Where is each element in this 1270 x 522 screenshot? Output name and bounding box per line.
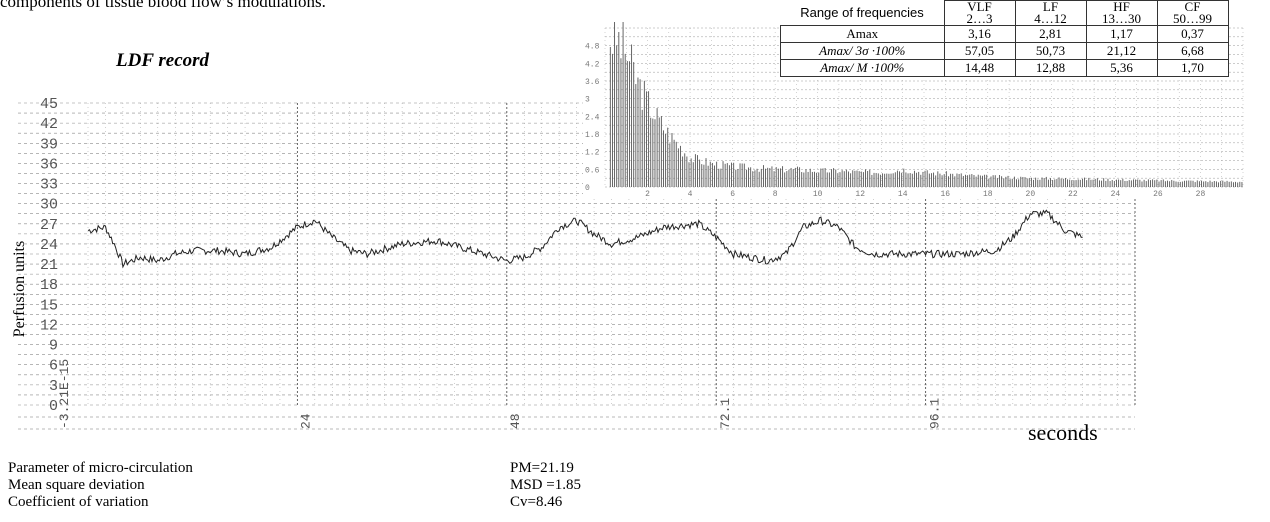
table-col-header: CF 50…99 xyxy=(1156,0,1229,26)
table-cell: 50,73 xyxy=(1014,42,1087,60)
spectrum-x-tick-label: 10 xyxy=(813,190,823,198)
spectrum-y-tick-label: 4.2 xyxy=(585,60,600,69)
ldf-x-tick-label: 72.1 xyxy=(718,398,733,429)
spectrum-x-tick-label: 24 xyxy=(1111,190,1121,198)
x-axis-unit: seconds xyxy=(1028,420,1098,445)
spectrum-grid xyxy=(604,27,1244,188)
spectrum-x-tick-label: 14 xyxy=(898,190,908,198)
stat-label-msd: Mean square deviation xyxy=(8,477,145,493)
table-cell: 57,05 xyxy=(943,42,1016,60)
intro-text: components of tissue blood flow’s modula… xyxy=(0,0,326,11)
spectrum-x-tick-label: 6 xyxy=(730,190,735,198)
ldf-y-tick-label: 12 xyxy=(40,317,58,334)
col-name: VLF xyxy=(967,0,992,14)
ldf-y-tick-label: 6 xyxy=(49,358,58,375)
col-range: 4…12 xyxy=(1034,11,1067,26)
spectrum-y-tick-label: 1.8 xyxy=(585,131,600,140)
table-header-label: Range of frequencies xyxy=(780,0,945,26)
ldf-y-tick-label: 30 xyxy=(40,197,58,214)
table-cell: 2,81 xyxy=(1014,25,1087,43)
table-row: Amax/ M ·100% 14,48 12,88 5,36 1,70 xyxy=(780,59,1229,77)
spectrum-bars xyxy=(609,22,1243,187)
table-cell: 5,36 xyxy=(1085,59,1158,77)
spectrum-x-tick-label: 4 xyxy=(688,190,693,198)
table-col-header: VLF 2…3 xyxy=(943,0,1016,26)
row-label: Amax xyxy=(780,25,945,43)
table-row: Amax 3,16 2,81 1,17 0,37 xyxy=(780,25,1229,43)
ldf-y-tick-label: 3 xyxy=(49,378,58,395)
spectrum-y-tick-label: 4.8 xyxy=(585,43,600,52)
spectrum-x-tick-label: 20 xyxy=(1026,190,1036,198)
spectrum-x-tick-label: 26 xyxy=(1153,190,1163,198)
col-range: 2…3 xyxy=(966,11,993,26)
spectrum-x-ticks: 2 4 6 8 10 12 14 16 18 20 22 24 26 28 xyxy=(645,190,1205,198)
frequency-table: Range of frequencies VLF 2…3 LF 4…12 HF … xyxy=(780,0,1229,77)
table-header-row: Range of frequencies VLF 2…3 LF 4…12 HF … xyxy=(780,0,1229,26)
table-cell: 3,16 xyxy=(943,25,1016,43)
ldf-y-tick-label: 36 xyxy=(40,156,58,173)
spectrum-x-tick-label: 22 xyxy=(1068,190,1078,198)
stat-label-pm: Parameter of micro-circulation xyxy=(8,460,193,476)
table-cell: 0,37 xyxy=(1156,25,1229,43)
row-label: Amax/ 3σ ·100% xyxy=(780,42,945,60)
spectrum-y-tick-label: 0 xyxy=(585,184,590,193)
stat-value-pm: PM=21.19 xyxy=(510,460,574,476)
ldf-y-tick-label: 42 xyxy=(40,116,58,133)
col-range: 50…99 xyxy=(1173,11,1212,26)
stat-value-msd: MSD =1.85 xyxy=(510,477,581,493)
spectrum-x-tick-label: 18 xyxy=(983,190,993,198)
table-cell: 1,17 xyxy=(1085,25,1158,43)
ldf-series-line xyxy=(87,209,1083,269)
spectrum-y-tick-label: 1.2 xyxy=(585,149,600,158)
ldf-x-tick-label: 96.1 xyxy=(927,398,942,429)
ldf-title: LDF record xyxy=(116,50,210,71)
ldf-y-tick-label: 24 xyxy=(40,237,58,254)
row-label: Amax/ M ·100% xyxy=(780,59,945,77)
col-name: CF xyxy=(1184,0,1201,14)
spectrum-y-tick-label: 0.6 xyxy=(585,166,600,175)
ldf-y-tick-label: 27 xyxy=(40,217,58,234)
stat-value-cv: Cv=8.46 xyxy=(510,494,563,510)
ldf-x-tick-label: -3.21E-15 xyxy=(57,359,72,429)
spectrum-y-tick-label: 3 xyxy=(585,96,590,105)
ldf-y-tick-label: 45 xyxy=(40,96,58,113)
col-range: 13…30 xyxy=(1102,11,1141,26)
table-col-header: LF 4…12 xyxy=(1014,0,1087,26)
ldf-y-tick-label: 39 xyxy=(40,136,58,153)
ldf-y-tick-label: 18 xyxy=(40,277,58,294)
table-cell: 14,48 xyxy=(943,59,1016,77)
spectrum-y-ticks: 4.8 4.2 3.6 3 2.4 1.8 1.2 0.6 0 xyxy=(585,43,600,193)
ldf-x-tick-label: 48 xyxy=(508,413,523,429)
col-name: HF xyxy=(1113,0,1130,14)
ldf-y-tick-label: 21 xyxy=(40,257,58,274)
stat-label-cv: Coefficient of variation xyxy=(8,494,149,510)
spectrum-x-tick-label: 12 xyxy=(855,190,865,198)
ldf-y-tick-label: 9 xyxy=(49,338,58,355)
table-cell: 6,68 xyxy=(1156,42,1229,60)
table-row: Amax/ 3σ ·100% 57,05 50,73 21,12 6,68 xyxy=(780,42,1229,60)
table-cell: 1,70 xyxy=(1156,59,1229,77)
ldf-y-tick-label: 33 xyxy=(40,177,58,194)
table-cell: 12,88 xyxy=(1014,59,1087,77)
ldf-x-tick-label: 24 xyxy=(298,413,313,429)
spectrum-x-tick-label: 2 xyxy=(645,190,650,198)
table-col-header: HF 13…30 xyxy=(1085,0,1158,26)
table-cell: 21,12 xyxy=(1085,42,1158,60)
spectrum-y-tick-label: 3.6 xyxy=(585,78,600,87)
spectrum-x-tick-label: 28 xyxy=(1196,190,1206,198)
spectrum-x-tick-label: 16 xyxy=(940,190,950,198)
ldf-y-tick-label: 0 xyxy=(49,398,58,415)
col-name: LF xyxy=(1042,0,1059,14)
ldf-y-tick-label: 15 xyxy=(40,297,58,314)
ldf-x-ticks: -3.21E-15 24 48 72.1 96.1 xyxy=(57,359,942,429)
spectrum-y-tick-label: 2.4 xyxy=(585,113,600,122)
spectrum-x-tick-label: 8 xyxy=(773,190,778,198)
